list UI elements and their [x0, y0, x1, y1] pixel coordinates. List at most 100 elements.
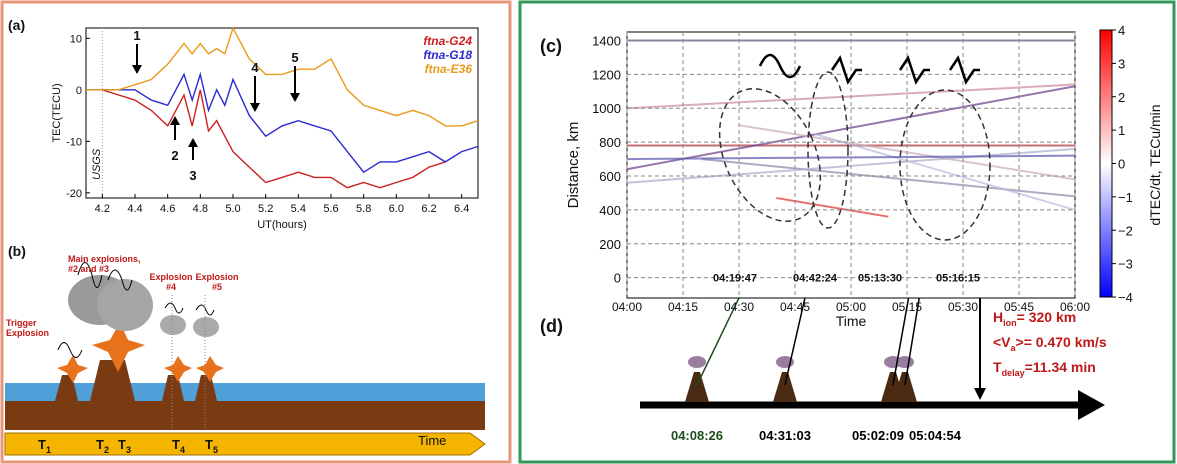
x-tick-label: 04:00	[612, 300, 642, 314]
series-line	[86, 71, 479, 174]
t: T	[205, 437, 213, 452]
x-tick-label: 6.0	[389, 203, 404, 215]
legend-entry: ftna-G18	[423, 48, 472, 62]
y-axis-label: Distance, km	[565, 122, 582, 209]
highlight-ellipse	[807, 71, 849, 229]
highlight-ellipse	[899, 89, 991, 241]
time-marker: T5	[205, 437, 218, 455]
eruption-time: 04:08:26	[671, 428, 723, 443]
eruption-time: 05:02:09	[852, 428, 904, 443]
time-marker: T4	[172, 437, 185, 455]
x-tick-label: 6.4	[454, 203, 469, 215]
explosion-4-label: Explosion #4	[149, 272, 193, 292]
x-tick-label: 05:15	[892, 300, 922, 314]
panel-frame-right	[518, 0, 1176, 464]
y-axis-label: TEC(TECU)	[51, 83, 63, 142]
t-sub: 3	[126, 445, 131, 455]
time-marker: T1	[38, 437, 51, 455]
arrow-head	[170, 116, 180, 125]
v-sub: a	[1011, 343, 1017, 353]
wave-symbol	[948, 55, 980, 85]
h: H	[993, 309, 1003, 325]
trigger-label: Trigger Explosion	[6, 318, 50, 338]
colorbar-tick-label: 0	[1118, 157, 1125, 172]
delay-text: Tdelay=11.34 min	[993, 359, 1096, 378]
t: T	[38, 437, 46, 452]
colorbar-tick-label: 4	[1118, 23, 1125, 38]
event-number: 1	[133, 28, 140, 43]
x-tick-label: 5.4	[291, 203, 306, 215]
y-tick-label: 0	[76, 85, 82, 97]
time-label: Time	[418, 433, 446, 448]
colorbar-label: dTEC/dt, TECu/min	[1147, 104, 1163, 225]
panel-b: (b) Main explosions, #2 and #3 Trigger E…	[4, 243, 486, 456]
event-number: 5	[291, 50, 298, 65]
x-tick-label: 04:30	[724, 300, 754, 314]
t: T	[96, 437, 104, 452]
y-tick-label: 0	[614, 271, 621, 286]
trace	[626, 154, 1076, 161]
x-tick-label: 4.6	[160, 203, 175, 215]
t-sub: 2	[104, 445, 109, 455]
volcano	[893, 372, 917, 402]
wave-symbol	[898, 55, 930, 85]
t: T	[172, 437, 180, 452]
panel-label: (d)	[540, 316, 563, 336]
arrow-head	[250, 103, 260, 112]
x-tick-label: 04:15	[668, 300, 698, 314]
trace	[701, 158, 1076, 198]
h-sub: ion	[1003, 318, 1017, 328]
eruption-time: 05:04:54	[909, 428, 962, 443]
colorbar-tick-label: −1	[1118, 190, 1133, 205]
event-number: 2	[171, 148, 178, 163]
t-sub: 4	[180, 445, 185, 455]
detection-time: 05:16:15	[936, 273, 980, 285]
explosion-5-label: Explosion #5	[195, 272, 239, 292]
time-marker: T3	[118, 437, 131, 455]
y-tick-label: -20	[66, 188, 82, 200]
wave-symbol	[830, 55, 862, 85]
x-tick-label: 06:00	[1060, 300, 1090, 314]
arrow-head	[188, 138, 198, 147]
wave-symbol	[758, 53, 802, 79]
velocity-text: <Va>= 0.470 km/s	[993, 334, 1107, 353]
arrow-head	[132, 65, 142, 74]
legend-entry: ftna-G24	[423, 34, 472, 48]
colorbar-tick-label: −4	[1118, 290, 1133, 305]
trace	[626, 85, 1076, 171]
x-tick-label: 04:45	[780, 300, 810, 314]
t-val: =11.34 min	[1025, 359, 1096, 375]
t: T	[118, 437, 126, 452]
plume	[688, 356, 706, 368]
colorbar-tick-label: −2	[1118, 223, 1133, 238]
x-tick-label: 6.2	[421, 203, 436, 215]
t: T	[993, 359, 1002, 375]
x-tick-label: 4.2	[95, 203, 110, 215]
source-note: USGS	[91, 148, 103, 180]
height-text: Hion= 320 km	[993, 309, 1076, 328]
detection-time: 04:19:47	[713, 273, 757, 285]
series-line	[86, 26, 479, 127]
panel-label: (a)	[8, 17, 25, 33]
plume	[896, 356, 914, 368]
event-number: 4	[251, 60, 259, 75]
colorbar-tick-label: −3	[1118, 257, 1133, 272]
y-tick-label: 600	[599, 169, 621, 184]
detection-time: 04:42:24	[793, 273, 838, 285]
panel-label: (c)	[540, 36, 562, 56]
y-tick-label: 800	[599, 135, 621, 150]
t-sub: 5	[213, 445, 218, 455]
y-tick-label: 1200	[592, 67, 621, 82]
t-sub: delay	[1002, 368, 1025, 378]
x-tick-label: 5.6	[323, 203, 338, 215]
x-tick-label: 5.2	[258, 203, 273, 215]
y-tick-label: 1400	[592, 33, 621, 48]
plot-area	[85, 27, 479, 199]
volcano	[685, 372, 709, 402]
x-axis-label: Time	[836, 313, 867, 329]
y-tick-label: 200	[599, 237, 621, 252]
v-val: >= 0.470 km/s	[1016, 334, 1107, 350]
highlight-ellipse	[718, 88, 822, 222]
colorbar-tick-label: 2	[1118, 90, 1125, 105]
